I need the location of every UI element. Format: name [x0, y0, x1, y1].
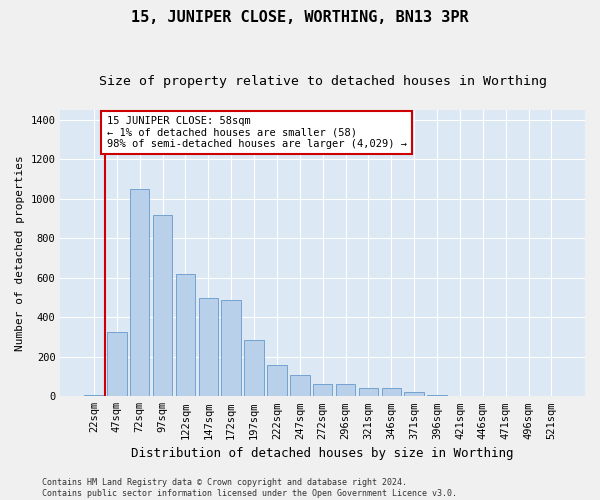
Bar — [290, 374, 310, 396]
Bar — [244, 340, 264, 396]
Text: 15, JUNIPER CLOSE, WORTHING, BN13 3PR: 15, JUNIPER CLOSE, WORTHING, BN13 3PR — [131, 10, 469, 25]
Y-axis label: Number of detached properties: Number of detached properties — [15, 156, 25, 351]
Bar — [404, 392, 424, 396]
Bar — [359, 388, 378, 396]
Bar — [130, 189, 149, 396]
X-axis label: Distribution of detached houses by size in Worthing: Distribution of detached houses by size … — [131, 447, 514, 460]
Bar — [221, 300, 241, 396]
Bar — [382, 388, 401, 396]
Bar — [336, 384, 355, 396]
Bar — [313, 384, 332, 396]
Title: Size of property relative to detached houses in Worthing: Size of property relative to detached ho… — [99, 75, 547, 88]
Bar — [199, 298, 218, 396]
Bar — [153, 214, 172, 396]
Bar — [267, 364, 287, 396]
Text: 15 JUNIPER CLOSE: 58sqm
← 1% of detached houses are smaller (58)
98% of semi-det: 15 JUNIPER CLOSE: 58sqm ← 1% of detached… — [107, 116, 407, 149]
Bar — [176, 274, 195, 396]
Text: Contains HM Land Registry data © Crown copyright and database right 2024.
Contai: Contains HM Land Registry data © Crown c… — [42, 478, 457, 498]
Bar — [107, 332, 127, 396]
